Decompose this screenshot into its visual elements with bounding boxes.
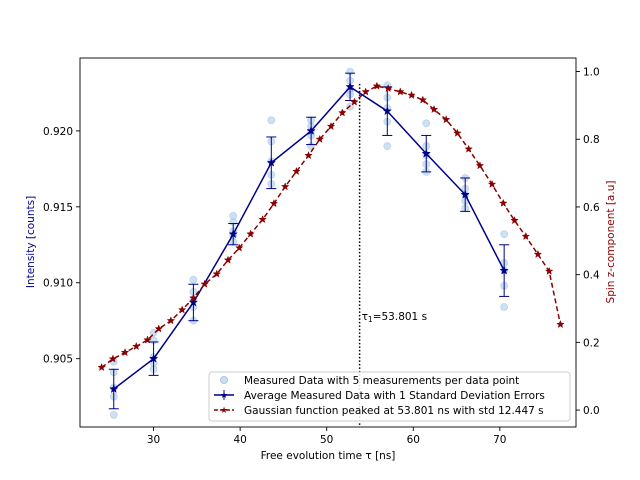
gaussian-point (544, 266, 554, 275)
legend-label-gaussian: Gaussian function peaked at 53.801 ns wi… (244, 405, 544, 417)
y-right-tick-label: 0.0 (583, 405, 600, 417)
gaussian-point (97, 362, 106, 372)
gaussian-point (258, 214, 267, 224)
x-tick-label: 70 (493, 434, 506, 446)
y-axis-right-label: Spin z-component [a.u] (605, 181, 617, 304)
measured-point (149, 328, 158, 337)
gaussian-point (464, 144, 473, 153)
x-tick-label: 30 (147, 434, 160, 446)
gaussian-point (177, 305, 187, 314)
peak-annotation: τ1=53.801 s (362, 311, 427, 324)
gaussian-point (453, 128, 462, 137)
measured-point (500, 230, 509, 239)
gaussian-point (166, 316, 176, 325)
gaussian-point (269, 199, 279, 208)
gaussian-point (372, 81, 382, 90)
y-right-tick-label: 0.4 (583, 270, 600, 282)
x-axis-label: Free evolution time τ [ns] (261, 450, 396, 462)
gaussian-point (200, 279, 209, 288)
legend-label-measured: Measured Data with 5 measurements per da… (244, 375, 519, 387)
gaussian-point (487, 179, 497, 188)
gaussian-point (131, 341, 141, 351)
y-right-tick-label: 0.8 (583, 134, 600, 146)
average-point (499, 265, 509, 275)
average-point (345, 81, 355, 91)
average-point (228, 229, 238, 239)
gaussian-point (418, 95, 428, 104)
legend-marker-gaussian: ★ (220, 406, 228, 416)
average-point (421, 148, 431, 158)
average-point (109, 384, 119, 394)
axes: 30 40 50 60 70 0.905 0.910 0.915 0.920 0.0 0.2 0.4 0… (43, 57, 600, 446)
y-left-tick-label: 0.920 (43, 126, 73, 138)
plot-frame (79, 57, 577, 428)
y-left-tick-label: 0.905 (43, 354, 73, 366)
gaussian-point (120, 348, 130, 357)
y-right-tick-label: 1.0 (583, 67, 600, 79)
measured-point (229, 212, 238, 220)
average-point (306, 125, 316, 135)
gaussian-point (292, 166, 301, 176)
average-point (188, 297, 199, 307)
gaussian-point (108, 354, 118, 363)
gaussian-point (246, 229, 255, 238)
gaussian-point (350, 97, 359, 106)
y-axis-left-label: Intensity [counts] (25, 196, 37, 288)
gaussian-point (510, 215, 519, 225)
gaussian-point (383, 83, 393, 93)
legend-marker-average: ★ (220, 391, 228, 401)
average-point (460, 189, 470, 199)
average-point (148, 353, 159, 363)
y-left-tick-label: 0.910 (43, 278, 73, 290)
x-tick-label: 50 (320, 434, 333, 446)
gaussian-point (315, 134, 325, 143)
legend-frame (208, 371, 571, 422)
legend-marker-measured (220, 376, 228, 384)
gaussian-point (143, 335, 152, 344)
gaussian-point (441, 115, 451, 124)
gaussian-point (498, 198, 508, 207)
y-right-tick-label: 0.6 (583, 202, 600, 214)
gaussian-point (429, 104, 439, 114)
measured-point (383, 142, 392, 150)
measured-point (500, 303, 509, 311)
gaussian-point (533, 249, 543, 258)
gaussian-point (475, 161, 485, 170)
measured-point (189, 275, 198, 284)
gaussian-point (361, 87, 370, 96)
measured-point (109, 410, 118, 419)
plot-area: τ1=53.801 s (97, 67, 565, 427)
x-tick-label: 60 (407, 434, 420, 446)
y-right-tick-label: 0.2 (583, 337, 600, 349)
gaussian-point (212, 269, 222, 278)
gaussian-point (556, 319, 565, 329)
y-left-tick-label: 0.915 (43, 202, 73, 214)
gaussian-point (189, 293, 198, 302)
gaussian-point (280, 182, 290, 191)
measured-point (267, 116, 276, 125)
gaussian-point (521, 231, 531, 241)
gaussian-point (326, 121, 336, 131)
gaussian-point (154, 324, 164, 333)
gaussian-point (304, 150, 313, 160)
gaussian-point (234, 243, 244, 252)
average-point (266, 157, 276, 167)
gaussian-point (395, 87, 405, 96)
legend-label-average: Average Measured Data with 1 Standard De… (244, 390, 545, 402)
gaussian-point (407, 90, 416, 99)
measured-point (422, 119, 431, 128)
x-tick-label: 40 (233, 434, 246, 446)
legend: Measured Data with 5 measurements per da… (208, 371, 571, 422)
gaussian-point (337, 108, 347, 117)
gaussian-point (223, 255, 233, 264)
average-point (382, 106, 392, 116)
